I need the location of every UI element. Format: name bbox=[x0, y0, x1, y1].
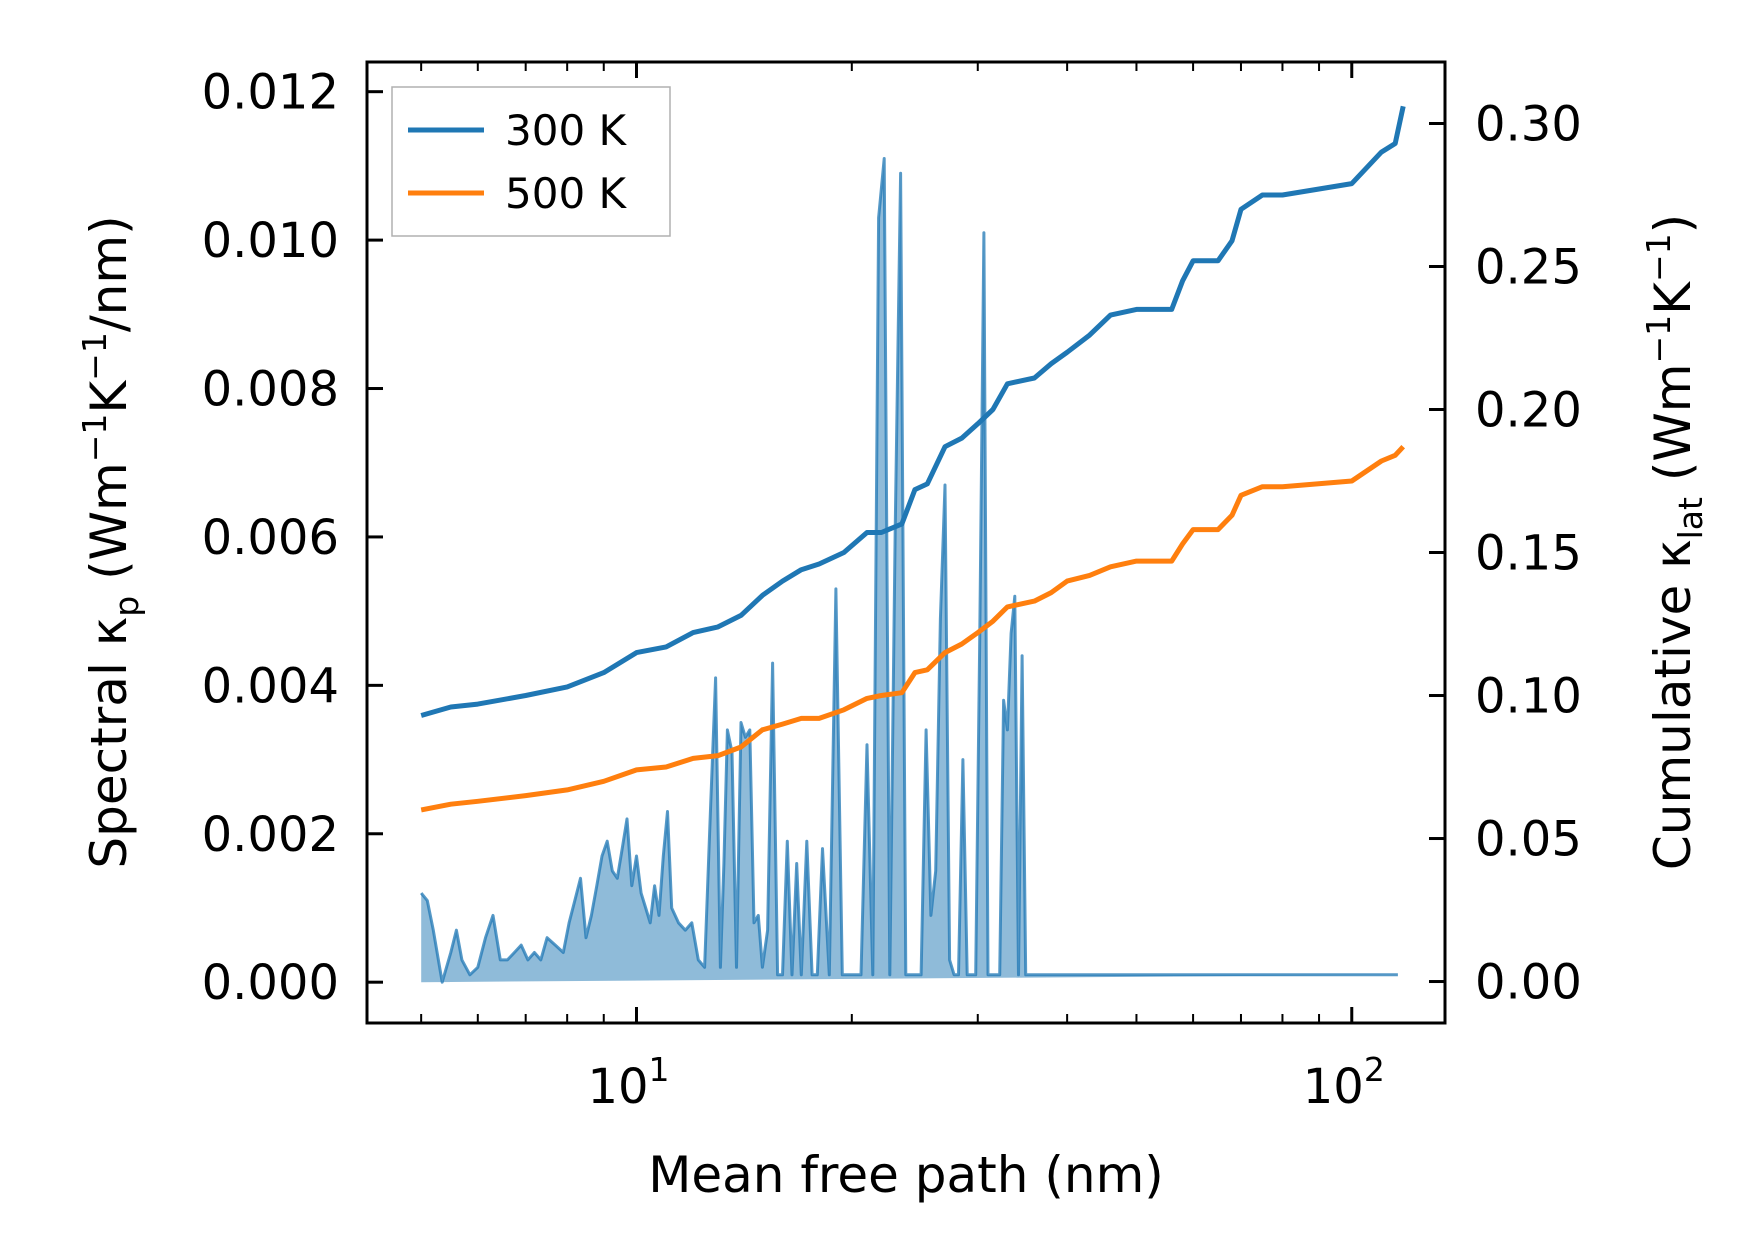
left-axis-title-units: (Wm bbox=[80, 462, 138, 596]
cumulative-layer bbox=[420, 105, 1406, 813]
right-tick-label-1: 0.05 bbox=[1475, 812, 1582, 868]
x-tick-label-base-0: 10 bbox=[587, 1059, 648, 1115]
left-tick-label-4: 0.008 bbox=[202, 362, 339, 418]
ticks-layer: 101 1020.0000.0020.0040.0060.0080.0100.01… bbox=[202, 62, 1582, 1115]
left-axis-title-exp1: −1 bbox=[75, 414, 114, 463]
right-axis-title-main: Cumulative κ bbox=[1644, 539, 1702, 870]
right-tick-label-5: 0.25 bbox=[1475, 239, 1582, 295]
x-tick-label-exp-1: 2 bbox=[1364, 1050, 1385, 1089]
left-axis-title-mid: K bbox=[80, 380, 138, 414]
legend-label-300k: 300 K bbox=[505, 106, 628, 155]
cumulative-line-500k bbox=[420, 444, 1406, 813]
left-axis-title: Spectral κp (Wm−1K−1/nm) bbox=[75, 215, 146, 868]
legend: 300 K 500 K bbox=[391, 86, 671, 237]
x-axis-title: Mean free path (nm) bbox=[648, 1146, 1164, 1204]
right-tick-label-0: 0.00 bbox=[1475, 955, 1582, 1011]
right-tick-label-6: 0.30 bbox=[1475, 96, 1582, 152]
left-tick-label-3: 0.006 bbox=[202, 510, 339, 566]
right-axis-title-exp2: −1 bbox=[1639, 233, 1678, 282]
right-axis-title-sub: lat bbox=[1671, 497, 1710, 539]
left-tick-label-5: 0.010 bbox=[202, 213, 339, 269]
left-axis-title-close: /nm) bbox=[80, 215, 138, 332]
spectral-layer bbox=[420, 157, 1398, 984]
right-tick-label-2: 0.10 bbox=[1475, 669, 1582, 725]
spectral-area-0 bbox=[421, 158, 1398, 983]
left-axis-title-sub: p bbox=[107, 596, 146, 617]
right-tick-label-4: 0.20 bbox=[1475, 383, 1582, 439]
left-tick-label-2: 0.004 bbox=[202, 658, 339, 714]
x-tick-label-1: 102 bbox=[1303, 1050, 1385, 1115]
right-axis-title: Cumulative κlat (Wm−1K−1) bbox=[1639, 214, 1710, 870]
x-tick-label-exp-0: 1 bbox=[649, 1050, 670, 1089]
left-tick-label-1: 0.002 bbox=[202, 807, 339, 863]
right-axis-title-mid: K bbox=[1644, 281, 1702, 315]
cumulative-line-300k bbox=[420, 105, 1406, 718]
left-tick-label-0: 0.000 bbox=[202, 955, 339, 1011]
x-tick-label-base-1: 10 bbox=[1303, 1059, 1364, 1115]
legend-label-500k: 500 K bbox=[505, 169, 628, 218]
left-axis-title-exp2: −1 bbox=[75, 332, 114, 381]
x-tick-label-0: 101 bbox=[587, 1050, 669, 1115]
right-axis-title-exp1: −1 bbox=[1639, 315, 1678, 364]
spectral-line-0 bbox=[420, 157, 1398, 984]
right-tick-label-3: 0.15 bbox=[1475, 526, 1582, 582]
plot-frame bbox=[365, 60, 1447, 1025]
legend-box bbox=[391, 86, 671, 237]
left-axis-title-main: Spectral κ bbox=[80, 617, 138, 869]
left-tick-label-6: 0.012 bbox=[202, 65, 339, 121]
right-axis-title-close: ) bbox=[1644, 214, 1702, 234]
right-axis-title-units: (Wm bbox=[1644, 363, 1702, 497]
